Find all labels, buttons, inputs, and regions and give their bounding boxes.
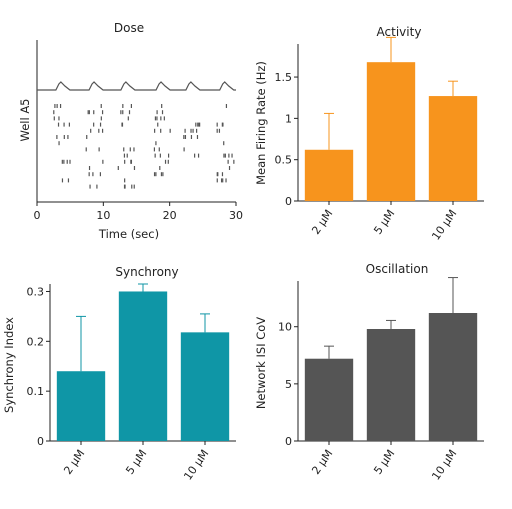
synchrony-panel: Synchrony Synchrony Index 0 0.1 0.2 0.3 2 μM… xyxy=(2,265,236,483)
x-tick-label: 5 μM xyxy=(371,447,397,477)
spike-raster xyxy=(53,104,235,189)
activity-title: Activity xyxy=(377,25,422,39)
x-tick-label: 10 μM xyxy=(429,207,459,242)
y-tick-label: 0.5 xyxy=(275,154,293,167)
y-tick-label: 5 xyxy=(285,378,292,391)
bar xyxy=(428,313,478,441)
y-tick-label: 0.1 xyxy=(27,385,45,398)
activity-trace xyxy=(37,81,236,91)
activity-ylabel: Mean Firing Rate (Hz) xyxy=(254,61,268,185)
bar xyxy=(366,62,416,201)
bar xyxy=(366,329,416,441)
x-tick-label: 5 μM xyxy=(123,447,149,477)
y-tick-label: 0.3 xyxy=(27,285,45,298)
bar xyxy=(428,96,478,201)
activity-plot: 0 0.5 1 1.5 2 μM 5 μM 10 μM xyxy=(275,36,484,243)
raster-x-tick-label: 20 xyxy=(163,209,177,222)
raster-ylabel: Well A5 xyxy=(18,98,32,141)
y-tick-label: 10 xyxy=(278,321,292,334)
activity-panel: Activity Mean Firing Rate (Hz) 0 0.5 1 1.5 2… xyxy=(254,25,484,243)
synchrony-title: Synchrony xyxy=(115,265,178,279)
raster-title: Dose xyxy=(114,21,144,35)
synchrony-plot: 0 0.1 0.2 0.3 2 μM 5 μM 10 μM xyxy=(27,283,236,483)
y-tick-label: 0 xyxy=(37,435,44,448)
x-tick-label: 10 μM xyxy=(429,447,459,482)
raster-x-tick-label: 10 xyxy=(96,209,110,222)
y-tick-label: 1.5 xyxy=(275,71,293,84)
y-tick-label: 0 xyxy=(285,195,292,208)
bar xyxy=(304,358,354,441)
x-tick-label: 2 μM xyxy=(309,447,335,477)
oscillation-ylabel: Network ISI CoV xyxy=(254,317,268,409)
oscillation-title: Oscillation xyxy=(366,262,429,276)
bar xyxy=(180,332,230,441)
raster-x-tick-label: 30 xyxy=(229,209,243,222)
y-tick-label: 0 xyxy=(285,435,292,448)
bar xyxy=(56,371,106,441)
x-tick-label: 5 μM xyxy=(371,207,397,237)
x-tick-label: 2 μM xyxy=(61,447,87,477)
y-tick-label: 1 xyxy=(285,112,292,125)
y-tick-label: 0.2 xyxy=(27,335,45,348)
raster-x-ticks: 0 10 20 30 xyxy=(34,202,243,222)
oscillation-plot: 0 5 10 2 μM 5 μM 10 μM xyxy=(278,277,484,483)
oscillation-panel: Oscillation Network ISI CoV 0 5 10 2 μM 5 μM… xyxy=(254,262,484,483)
synchrony-ylabel: Synchrony Index xyxy=(2,317,16,413)
bar xyxy=(118,291,168,441)
x-tick-label: 10 μM xyxy=(181,447,211,482)
raster-panel: Dose Well A5 Time (sec) 0 10 20 30 xyxy=(18,21,243,241)
raster-x-tick-label: 0 xyxy=(34,209,41,222)
raster-xlabel: Time (sec) xyxy=(98,227,159,241)
bar xyxy=(304,149,354,201)
x-tick-label: 2 μM xyxy=(309,207,335,237)
